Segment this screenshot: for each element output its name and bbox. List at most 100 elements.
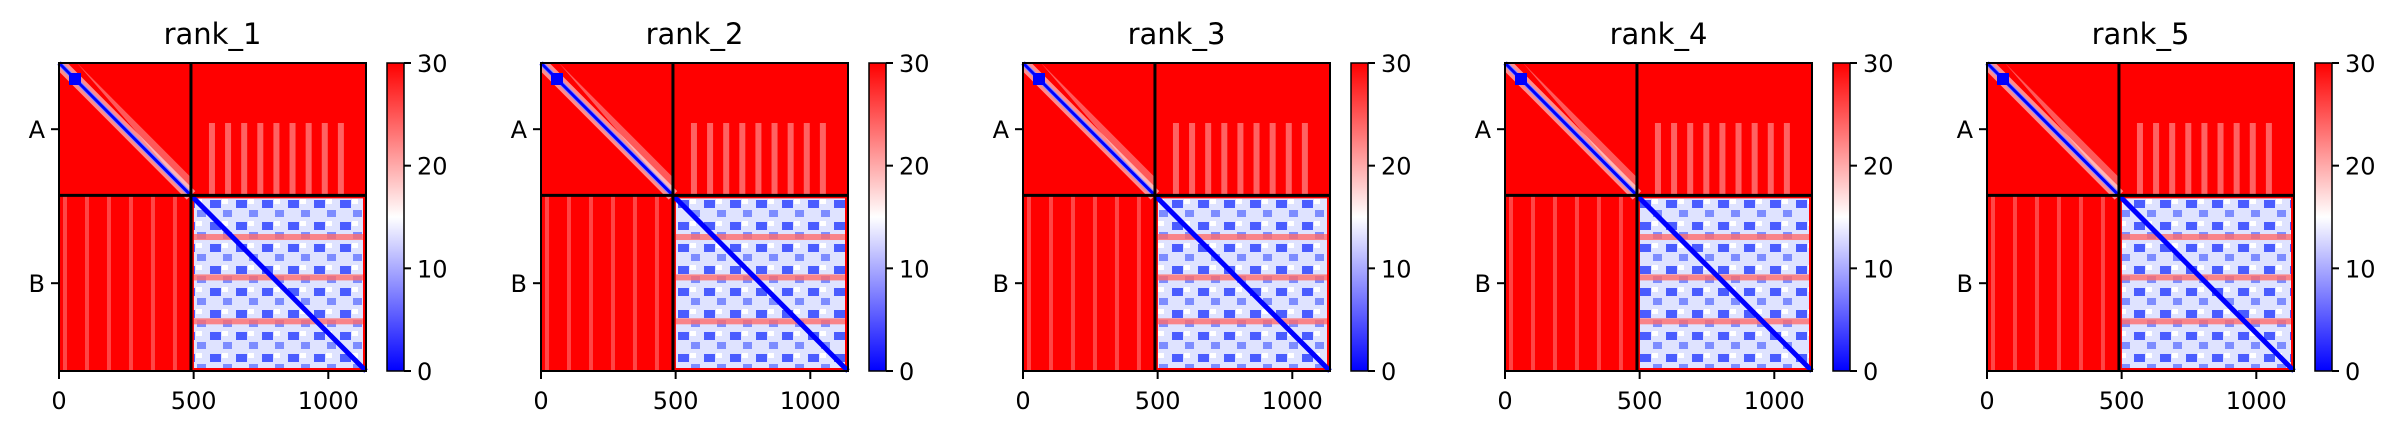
bb-block-streak — [1639, 318, 1809, 325]
y-tick-label: A — [511, 116, 528, 144]
x-tick-label: 1000 — [1262, 387, 1323, 415]
diagonal-core — [57, 61, 368, 373]
ba-block-streak — [1574, 195, 1579, 371]
y-tick-label: B — [29, 270, 45, 298]
diagonal-core — [539, 61, 850, 373]
x-tick-label: 0 — [1015, 387, 1030, 415]
ab-block-streak — [2185, 123, 2192, 196]
ba-block-streak — [1136, 195, 1141, 371]
y-tick-label: A — [29, 116, 46, 144]
ba-block-streak — [1092, 195, 1097, 371]
ab-block-streak — [225, 123, 232, 196]
ba-block-streak — [1596, 195, 1601, 371]
ba-block-streak — [1552, 195, 1557, 371]
bb-block-streak — [2121, 318, 2291, 325]
ba-block-streak — [632, 195, 637, 371]
heatmap-panel: rank_2 0 500 1000 A B 0 10 20 30 — [511, 17, 930, 415]
x-tick-label: 1000 — [298, 387, 359, 415]
ab-block-streak — [1783, 123, 1790, 196]
colorbar-tick-label: 30 — [2345, 50, 2376, 78]
colorbar — [1350, 62, 1369, 372]
diagonal-spot — [69, 73, 81, 85]
chart-title: rank_1 — [164, 17, 262, 51]
colorbar-tick-label: 30 — [1863, 50, 1894, 78]
diagonal-spot — [1997, 73, 2009, 85]
diagonal-core — [1021, 61, 1332, 373]
ba-block-streak — [172, 195, 177, 371]
colorbar — [2314, 62, 2333, 372]
bb-block-streak — [675, 274, 845, 281]
ba-block-streak — [1991, 195, 1995, 371]
bb-block-streak — [1157, 318, 1327, 325]
ab-block-streak — [2169, 123, 2176, 196]
colorbar-tick-label: 10 — [1381, 255, 1412, 283]
heatmap-panel: rank_4 0 500 1000 A B 0 10 20 30 — [1475, 17, 1894, 415]
colorbar-tick-label: 0 — [417, 358, 432, 386]
ab-block-streak — [1221, 123, 1228, 196]
y-tick-label: A — [1475, 116, 1492, 144]
diagonal-spot — [1033, 73, 1045, 85]
chart-title: rank_3 — [1128, 17, 1226, 51]
x-tick-label: 0 — [1979, 387, 1994, 415]
y-tick-label: A — [993, 116, 1010, 144]
ba-block-streak — [2078, 195, 2083, 371]
ab-block-streak — [1269, 123, 1276, 196]
ba-block-streak — [1509, 195, 1513, 371]
ab-block-streak — [1687, 123, 1694, 196]
ab-block-streak — [723, 123, 730, 196]
ba-block-streak — [1027, 195, 1031, 371]
chart-title: rank_5 — [2092, 17, 2190, 51]
ab-block-streak — [305, 123, 312, 196]
ab-block-streak — [337, 123, 344, 196]
ab-block-streak — [289, 123, 296, 196]
ab-block-streak — [803, 123, 810, 196]
ab-block-streak — [257, 123, 264, 196]
diagonal-spot — [1515, 73, 1527, 85]
bb-block-streak — [193, 318, 363, 325]
y-tick-label: B — [1957, 270, 1973, 298]
ab-block-streak — [1237, 123, 1244, 196]
ba-block-streak — [106, 195, 111, 371]
x-tick-label: 500 — [2099, 387, 2145, 415]
colorbar-tick-label: 10 — [2345, 255, 2376, 283]
x-tick-label: 500 — [1135, 387, 1181, 415]
colorbar-tick-label: 10 — [417, 255, 448, 283]
ba-block-streak — [566, 195, 571, 371]
ab-block-streak — [1301, 123, 1308, 196]
x-tick-label: 1000 — [2226, 387, 2287, 415]
ba-block-streak — [63, 195, 67, 371]
ba-block-streak — [1048, 195, 1053, 371]
ba-block-streak — [2034, 195, 2039, 371]
heatmap-panel: rank_1 0 500 1000 A B 0 10 20 30 — [29, 17, 448, 415]
ba-block-streak — [128, 195, 133, 371]
colorbar-tick-label: 30 — [1381, 50, 1412, 78]
ba-block-streak — [2012, 195, 2017, 371]
plot-frame — [58, 62, 367, 372]
ba-block-streak — [2100, 195, 2105, 371]
colorbar-tick-label: 10 — [899, 255, 930, 283]
colorbar-tick-label: 0 — [1381, 358, 1396, 386]
ab-block-streak — [321, 123, 328, 196]
ba-block-streak — [588, 195, 593, 371]
ab-block-streak — [2265, 123, 2272, 196]
ab-block-streak — [1654, 123, 1661, 196]
ab-block-streak — [2249, 123, 2256, 196]
plot-frame — [1022, 62, 1331, 372]
colorbar — [1832, 62, 1851, 372]
ab-block-streak — [1703, 123, 1710, 196]
ab-block-streak — [2201, 123, 2208, 196]
colorbar-tick-label: 20 — [899, 153, 930, 181]
y-tick-label: B — [511, 270, 527, 298]
ab-block-streak — [241, 123, 248, 196]
colorbar-tick-label: 20 — [1863, 153, 1894, 181]
colorbar-tick-label: 20 — [417, 153, 448, 181]
ba-block-streak — [654, 195, 659, 371]
colorbar-tick-label: 0 — [1863, 358, 1878, 386]
chart-title: rank_2 — [646, 17, 744, 51]
x-tick-label: 1000 — [780, 387, 841, 415]
bb-block-streak — [1639, 234, 1809, 241]
ab-block-streak — [1205, 123, 1212, 196]
heatmap-panel: rank_5 0 500 1000 A B 0 10 20 30 — [1957, 17, 2376, 415]
x-tick-label: 1000 — [1744, 387, 1805, 415]
